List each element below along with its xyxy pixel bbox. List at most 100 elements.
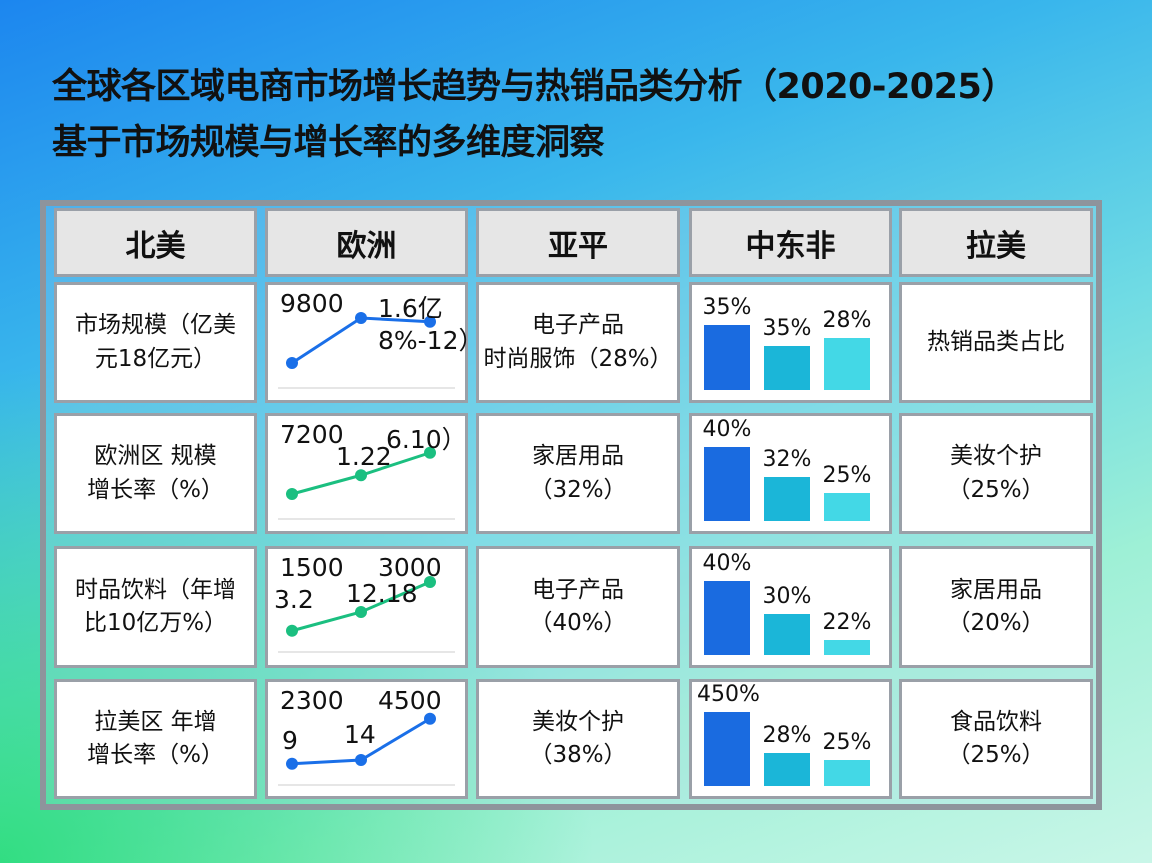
bar	[764, 345, 810, 390]
line-chart	[278, 576, 455, 653]
cell-text-line: 时尚服饰（28%）	[483, 345, 673, 372]
data-label: 4500	[378, 686, 442, 715]
cell-text-line: 食品饮料	[950, 708, 1042, 735]
cell-text-line: （32%）	[529, 476, 627, 503]
cell-text-line: 增长率（%）	[87, 742, 224, 768]
cell-text-line: （38%）	[529, 742, 627, 768]
bar-label: 450%	[697, 682, 760, 707]
bar-label: 25%	[822, 463, 872, 489]
data-point	[355, 754, 367, 766]
data-label: 6.10）	[386, 425, 467, 454]
cell-text-line: 时品饮料（年增	[75, 576, 236, 603]
bar	[704, 581, 750, 655]
bar	[764, 614, 810, 655]
cell-text-line: 增长率（%）	[87, 476, 224, 503]
column-header: 拉美	[899, 208, 1093, 277]
page-subtitle: 基于市场规模与增长率的多维度洞察	[52, 123, 605, 163]
data-label: 1.6亿	[378, 294, 443, 323]
cell-text-line: 热销品类占比	[927, 328, 1065, 355]
data-point	[286, 757, 298, 770]
data-point	[424, 446, 436, 459]
bar-label: 28%	[822, 308, 872, 334]
data-point	[286, 488, 298, 500]
bar	[824, 640, 870, 655]
data-point	[286, 624, 298, 637]
bar	[704, 447, 750, 521]
column-header: 欧洲	[265, 208, 468, 277]
bar-label: 32%	[762, 446, 812, 472]
data-point	[424, 576, 436, 588]
bar-chart-cell: 40% 32% 25%	[689, 413, 892, 534]
cell-text-line: 欧洲区 规模	[94, 443, 217, 470]
line-chart	[278, 446, 455, 520]
cell-text-line: 拉美区 年增	[94, 708, 217, 735]
category-cell: 美妆个护 （38%）	[476, 679, 680, 799]
bar-chart-cell: 450% 28% 25%	[689, 679, 892, 799]
bar-label: 30%	[762, 584, 812, 610]
data-point	[355, 469, 367, 482]
data-label: 3000	[378, 553, 442, 582]
bar	[824, 338, 870, 390]
category-share-cell: 家居用品 （20%）	[899, 546, 1093, 668]
bar-label: 35%	[702, 295, 752, 321]
category-cell: 电子产品 （40%）	[476, 546, 680, 668]
category-cell: 家居用品 （32%）	[476, 413, 680, 534]
line-chart	[278, 712, 455, 786]
cell-text-line: 美妆个护	[532, 708, 624, 735]
cell-text-line: （40%）	[529, 610, 627, 636]
bar-label: 28%	[762, 722, 812, 748]
data-point	[424, 315, 436, 328]
data-label: 2300	[280, 686, 344, 715]
data-label: 3.2	[274, 585, 314, 614]
category-share-cell: 食品饮料 （25%）	[899, 679, 1093, 799]
bar-label: 40%	[702, 417, 752, 442]
category-share-cell: 热销品类占比	[899, 282, 1093, 403]
row-label: 欧洲区 规模 增长率（%）	[54, 413, 257, 534]
data-label: 9	[282, 726, 298, 755]
bar	[824, 493, 870, 521]
category-cell: 电子产品时尚服饰（28%）	[476, 282, 680, 403]
cell-text-line: 比10亿万%）	[83, 610, 228, 636]
bar-label: 40%	[702, 551, 752, 576]
cell-text-line: 市场规模（亿美	[75, 312, 236, 339]
page-title: 全球各区域电商市场增长趋势与热销品类分析（2020-2025）	[52, 67, 1016, 107]
cell-text-line: 电子产品	[532, 312, 624, 339]
bar-label: 22%	[822, 610, 872, 636]
cell-text-line: 电子产品	[532, 576, 624, 603]
data-label: 12.18	[346, 579, 418, 608]
category-share-cell: 美妆个护 （25%）	[899, 413, 1093, 534]
cell-text-line: 家居用品	[950, 576, 1042, 603]
bar	[764, 476, 810, 521]
data-point	[286, 357, 298, 369]
column-header: 北美	[54, 208, 257, 277]
cell-text-line: 美妆个护	[950, 443, 1042, 470]
data-label: 9800	[280, 289, 344, 318]
line-chart	[278, 312, 455, 389]
bar	[764, 752, 810, 786]
cell-text-line: （25%）	[947, 476, 1045, 503]
bar-label: 35%	[762, 315, 812, 341]
bar-label: 25%	[822, 730, 872, 756]
column-header: 中东非	[689, 208, 892, 277]
line-chart-cell: 1500 3.2 12.18 3000	[265, 546, 468, 668]
data-label: 8%-12）	[378, 326, 484, 355]
cell-text-line: （20%）	[947, 610, 1045, 636]
data-point	[424, 712, 436, 725]
cell-text-line: 元18亿元）	[94, 345, 217, 372]
row-label: 时品饮料（年增 比10亿万%）	[54, 546, 257, 668]
line-chart-cell: 9800 1.6亿 8%-12）	[265, 282, 484, 403]
column-header: 亚平	[476, 208, 680, 277]
data-label: 1.22	[336, 442, 392, 471]
line-chart-cell: 7200 1.22 6.10）	[265, 413, 468, 534]
line-chart-cell: 2300 9 14 4500	[265, 679, 468, 799]
bar	[704, 712, 750, 786]
data-label: 14	[344, 720, 376, 749]
data-point	[355, 606, 367, 618]
cell-text-line: 家居用品	[532, 443, 624, 470]
row-label: 拉美区 年增 增长率（%）	[54, 679, 257, 799]
row-label: 市场规模（亿美 元18亿元）	[54, 282, 257, 403]
bar-chart-cell: 40% 30% 22%	[689, 546, 892, 668]
data-point	[355, 312, 367, 324]
bar-chart-cell: 35% 35% 28%	[689, 282, 892, 403]
cell-text-line: （25%）	[947, 742, 1045, 768]
